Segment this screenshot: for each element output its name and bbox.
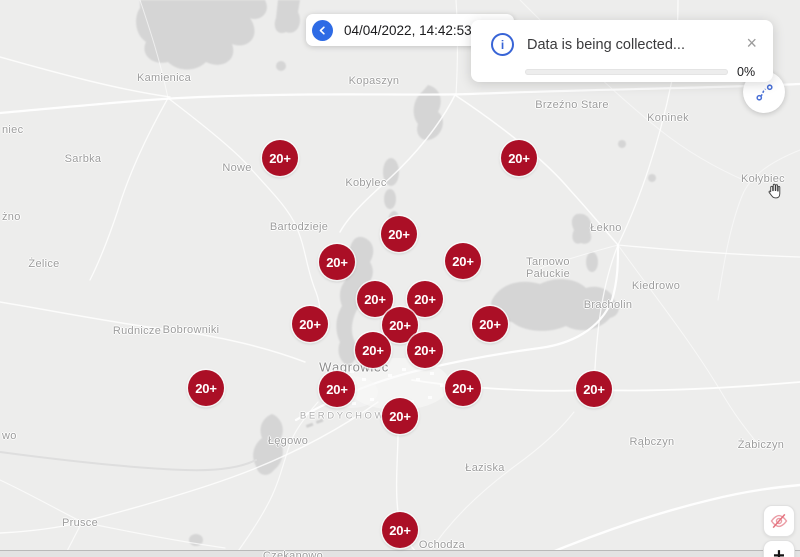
cluster-marker[interactable]: 20+ bbox=[262, 140, 298, 176]
cluster-marker[interactable]: 20+ bbox=[501, 140, 537, 176]
eye-slash-icon bbox=[769, 511, 789, 531]
progress-bar bbox=[525, 69, 728, 75]
cluster-marker[interactable]: 20+ bbox=[576, 371, 612, 407]
plus-icon: + bbox=[773, 545, 785, 557]
bottom-strip bbox=[0, 551, 800, 557]
cluster-marker[interactable]: 20+ bbox=[382, 398, 418, 434]
zoom-in-button[interactable]: + bbox=[763, 540, 795, 557]
chevron-left-icon bbox=[317, 25, 328, 36]
info-icon: i bbox=[491, 33, 514, 56]
cluster-marker[interactable]: 20+ bbox=[188, 370, 224, 406]
cluster-marker[interactable]: 20+ bbox=[445, 370, 481, 406]
cluster-marker[interactable]: 20+ bbox=[292, 306, 328, 342]
progress-percent: 0% bbox=[737, 65, 756, 79]
datetime-label: 04/04/2022, 14:42:53 bbox=[344, 22, 472, 38]
notification-card: i Data is being collected... × 0% bbox=[471, 20, 773, 82]
cluster-marker[interactable]: 20+ bbox=[445, 243, 481, 279]
cluster-marker[interactable]: 20+ bbox=[472, 306, 508, 342]
cluster-marker[interactable]: 20+ bbox=[319, 371, 355, 407]
cluster-marker[interactable]: 20+ bbox=[319, 244, 355, 280]
cluster-marker[interactable]: 20+ bbox=[355, 332, 391, 368]
route-icon bbox=[755, 83, 774, 102]
close-icon[interactable]: × bbox=[746, 32, 757, 53]
cluster-marker[interactable]: 20+ bbox=[381, 216, 417, 252]
cluster-marker[interactable]: 20+ bbox=[407, 281, 443, 317]
cluster-marker[interactable]: 20+ bbox=[407, 332, 443, 368]
prev-date-button[interactable] bbox=[312, 19, 333, 41]
cluster-marker[interactable]: 20+ bbox=[382, 512, 418, 548]
notification-message: Data is being collected... bbox=[527, 36, 685, 53]
cluster-marker[interactable]: 20+ bbox=[357, 281, 393, 317]
hide-markers-button[interactable] bbox=[763, 505, 795, 537]
